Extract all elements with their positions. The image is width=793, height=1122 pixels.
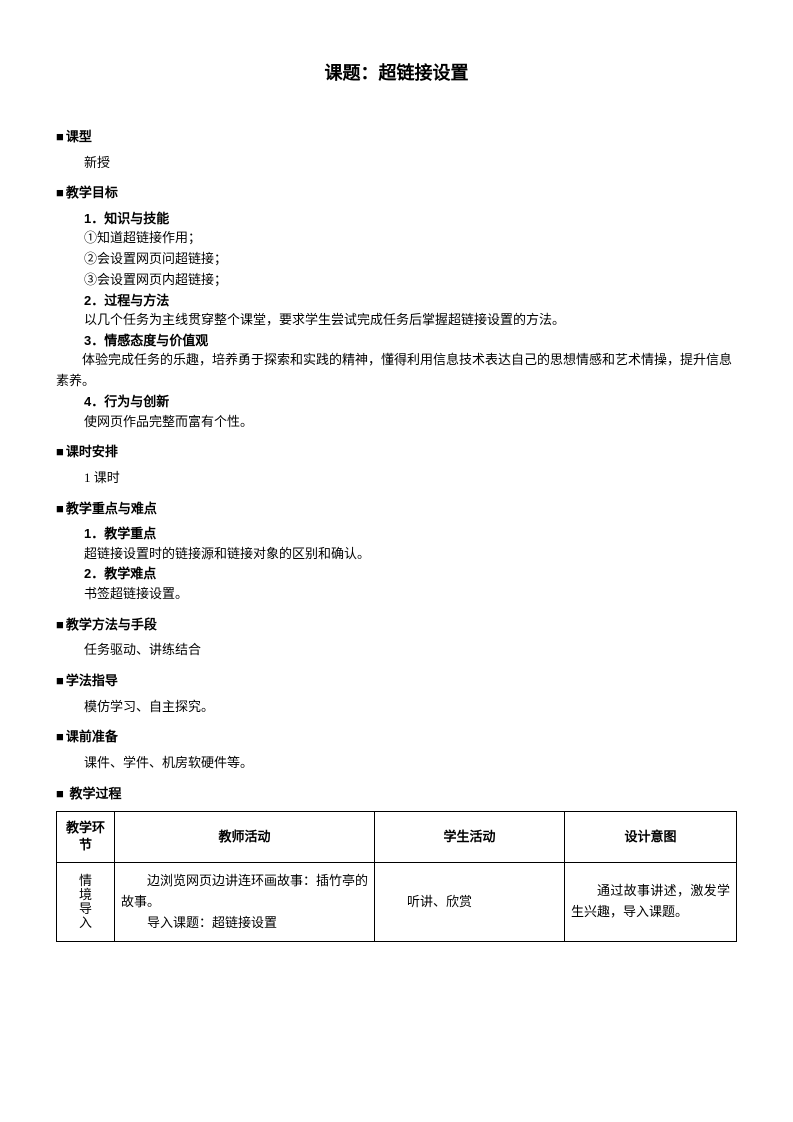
section-type-heading: 课型 xyxy=(56,127,737,147)
kp-1-h: 1．教学重点 xyxy=(84,524,737,544)
stage-cell: 情境导入 xyxy=(57,862,115,941)
section-period-heading: 课时安排 xyxy=(56,442,737,462)
kp-2-h: 2．教学难点 xyxy=(84,564,737,584)
section-guide-text: 模仿学习、自主探究。 xyxy=(84,697,737,718)
stage-label: 情境导入 xyxy=(63,874,108,931)
section-guide-heading: 学法指导 xyxy=(56,671,737,691)
kp-1-line: 超链接设置时的链接源和链接对象的区别和确认。 xyxy=(84,544,737,565)
design-cell: 通过故事讲述，激发学生兴趣，导入课题。 xyxy=(565,862,737,941)
table-row: 情境导入 边浏览网页边讲连环画故事：插竹亭的故事。 导入课题：超链接设置 听讲、… xyxy=(57,862,737,941)
goal-item-4-h: 4．行为与创新 xyxy=(84,392,737,412)
process-table: 教学环节 教师活动 学生活动 设计意图 情境导入 边浏览网页边讲连环画故事：插竹… xyxy=(56,811,737,942)
goal-1-line-3: ③会设置网页内超链接； xyxy=(84,270,737,291)
page-title: 课题：超链接设置 xyxy=(56,60,737,87)
student-text: 听讲、欣赏 xyxy=(381,892,558,912)
section-prepare-text: 课件、学件、机房软硬件等。 xyxy=(84,753,737,774)
section-method-text: 任务驱动、讲练结合 xyxy=(84,640,737,661)
teacher-line-2: 导入课题：超链接设置 xyxy=(121,913,368,934)
section-period-text: 1 课时 xyxy=(84,468,737,489)
section-method-heading: 教学方法与手段 xyxy=(56,615,737,635)
goal-1-line-2: ②会设置网页问超链接； xyxy=(84,249,737,270)
section-keypoints-heading: 教学重点与难点 xyxy=(56,499,737,519)
section-prepare-heading: 课前准备 xyxy=(56,727,737,747)
section-process-heading: 教学过程 xyxy=(56,784,737,804)
col-design-header: 设计意图 xyxy=(565,812,737,863)
table-header-row: 教学环节 教师活动 学生活动 设计意图 xyxy=(57,812,737,863)
col-teacher-header: 教师活动 xyxy=(115,812,375,863)
student-cell: 听讲、欣赏 xyxy=(375,862,565,941)
design-text: 通过故事讲述，激发学生兴趣，导入课题。 xyxy=(571,881,730,923)
teacher-line-1: 边浏览网页边讲连环画故事：插竹亭的故事。 xyxy=(121,871,368,913)
section-type-text: 新授 xyxy=(84,153,737,174)
teacher-cell: 边浏览网页边讲连环画故事：插竹亭的故事。 导入课题：超链接设置 xyxy=(115,862,375,941)
goal-3-line-1: 体验完成任务的乐趣，培养勇于探索和实践的精神，懂得利用信息技术表达自己的思想情感… xyxy=(56,350,737,392)
goal-item-3-h: 3．情感态度与价值观 xyxy=(84,331,737,351)
goal-item-1-h: 1．知识与技能 xyxy=(84,209,737,229)
col-student-header: 学生活动 xyxy=(375,812,565,863)
goal-item-2-h: 2．过程与方法 xyxy=(84,291,737,311)
goal-1-line-1: ①知道超链接作用； xyxy=(84,228,737,249)
section-goal-heading: 教学目标 xyxy=(56,183,737,203)
goal-4-line-1: 使网页作品完整而富有个性。 xyxy=(84,412,737,433)
kp-2-line: 书签超链接设置。 xyxy=(84,584,737,605)
goal-2-line-1: 以几个任务为主线贯穿整个课堂，要求学生尝试完成任务后掌握超链接设置的方法。 xyxy=(84,310,737,331)
col-stage-header: 教学环节 xyxy=(57,812,115,863)
